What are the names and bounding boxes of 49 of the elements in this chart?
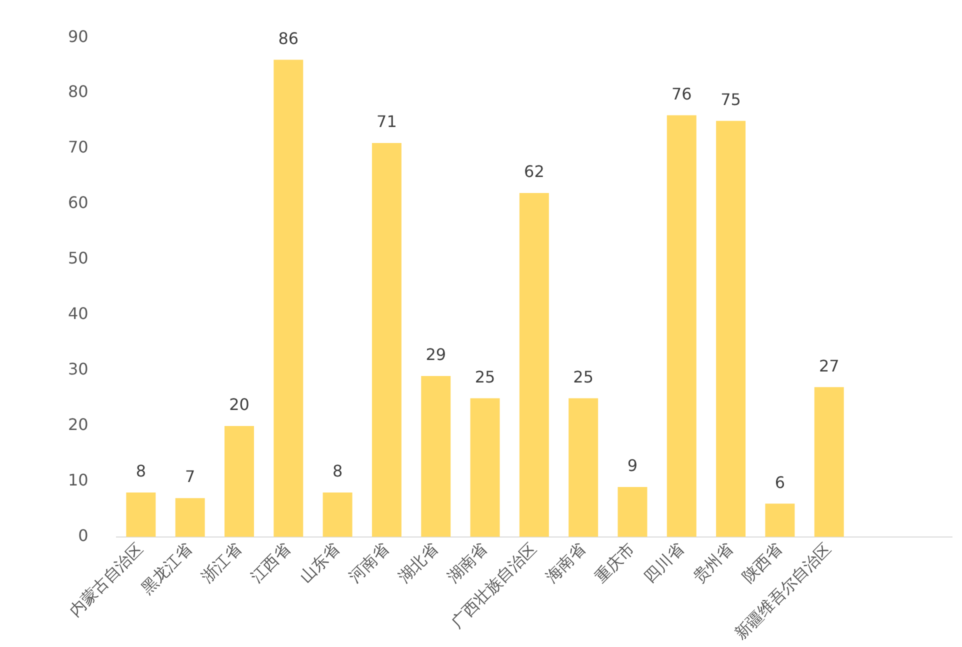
data-label: 6 [774, 472, 786, 492]
data-label: 27 [818, 356, 840, 376]
data-label: 75 [720, 90, 741, 109]
bar [519, 192, 549, 537]
x-tick-label: 四川省 [640, 539, 688, 586]
data-label: 8 [332, 462, 343, 481]
data-label: 8 [136, 462, 146, 481]
data-label: 76 [671, 84, 692, 104]
x-tick-label: 江西省 [246, 539, 294, 586]
bar [175, 498, 205, 537]
data-label: 20 [229, 395, 250, 414]
y-tick-label: 10 [68, 470, 88, 490]
bar [716, 120, 746, 537]
x-tick-label: 山东省 [296, 539, 344, 586]
bar [618, 486, 648, 537]
bar [421, 376, 451, 537]
y-tick-label: 80 [68, 82, 88, 102]
bar [814, 387, 844, 537]
bar [322, 492, 352, 537]
y-tick-label: 20 [68, 415, 88, 434]
bar [470, 398, 500, 537]
x-tick-label: 湖北省 [394, 539, 442, 586]
bar [224, 426, 254, 537]
bar [126, 492, 156, 537]
data-label: 29 [426, 345, 446, 364]
data-label: 25 [573, 367, 594, 386]
y-tick-label: 70 [68, 138, 88, 157]
x-tick-label: 河南省 [345, 539, 392, 586]
x-tick-label: 重庆市 [590, 539, 638, 586]
y-tick-label: 0 [78, 526, 88, 546]
y-tick-label: 50 [68, 248, 88, 268]
data-label: 7 [185, 467, 196, 486]
y-tick-label: 90 [68, 26, 88, 46]
data-label: 9 [627, 456, 638, 476]
bar [372, 143, 402, 537]
data-label: 71 [376, 112, 397, 132]
y-tick-label: 40 [68, 304, 88, 324]
y-tick-label: 30 [68, 360, 88, 379]
data-label: 86 [278, 28, 299, 48]
x-tick-label: 贵州省 [689, 539, 737, 586]
x-tick-label: 浙江省 [198, 539, 246, 586]
x-tick-label: 海南省 [542, 539, 590, 586]
y-tick-label: 60 [68, 193, 88, 212]
data-label: 25 [474, 367, 496, 386]
bar [568, 398, 598, 537]
bar [666, 115, 696, 537]
bar [765, 504, 795, 537]
bar [274, 60, 304, 537]
data-label: 62 [524, 162, 544, 182]
